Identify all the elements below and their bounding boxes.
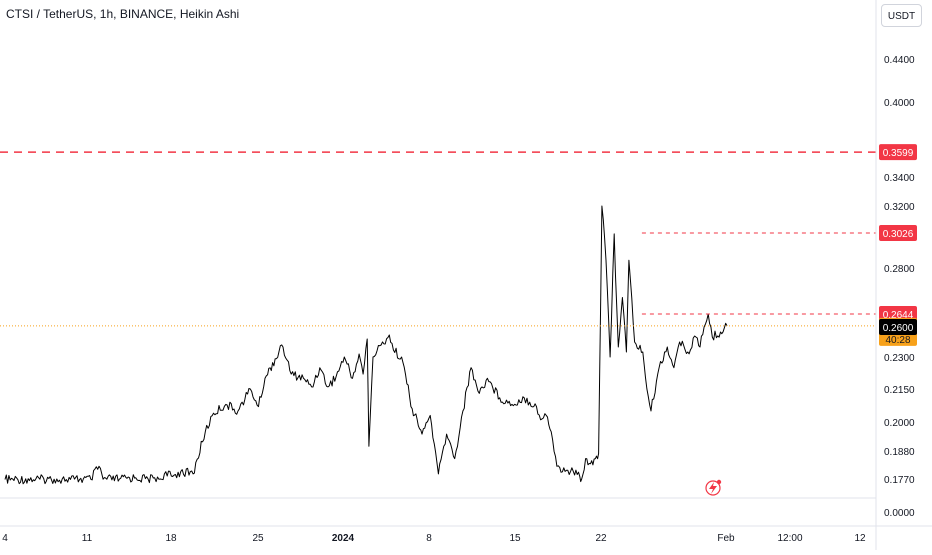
time-tick-label: 11 [82, 533, 93, 544]
price-tick-label: 0.2300 [884, 353, 915, 364]
price-tick-label: 0.0000 [884, 508, 915, 519]
price-axis[interactable]: 0.4400 0.4000 0.3400 0.3200 0.2800 0.2300 0.21… [875, 0, 915, 550]
price-series-line [4, 205, 728, 485]
price-tick-label: 0.4000 [884, 98, 915, 109]
time-tick-label: 8 [426, 533, 432, 544]
price-badge-line-2-label: 0.3026 [883, 229, 914, 240]
currency-button[interactable]: USDT [881, 4, 922, 27]
countdown-label: 40:28 [885, 335, 910, 346]
last-price-badge-label: 0.2600 [883, 323, 914, 334]
price-badge-line-1 [879, 144, 917, 161]
price-tick-label: 0.1770 [884, 475, 915, 486]
price-tick-label: 0.4400 [884, 55, 915, 66]
time-tick-label: 12:00 [777, 533, 802, 544]
time-tick-label: 22 [595, 533, 607, 544]
price-tick-label: 0.3400 [884, 173, 915, 184]
time-tick-label: 18 [165, 533, 177, 544]
chart-title: CTSI / TetherUS, 1h, BINANCE, Heikin Ash… [6, 7, 240, 21]
lightning-badge-icon[interactable] [705, 479, 722, 496]
price-tick-label: 0.2150 [884, 385, 915, 396]
time-axis[interactable]: 4 11 18 25 2024 8 15 22 Feb 12:00 12 [0, 497, 932, 544]
price-tick-label: 0.1880 [884, 447, 915, 458]
price-tick-label: 0.2800 [884, 264, 915, 275]
horizontal-lines [0, 151, 876, 327]
price-badge-line-2 [879, 224, 917, 241]
time-tick-label: 12 [854, 533, 866, 544]
lightning-glyph [709, 482, 717, 494]
price-badge-line-3-label: 0.2644 [883, 310, 914, 321]
price-badge-line-1-label: 0.3599 [883, 148, 914, 159]
price-tick-label: 0.3200 [884, 202, 915, 213]
plot-area[interactable] [4, 205, 728, 485]
time-tick-label: 2024 [332, 533, 355, 544]
time-tick-label: 15 [509, 533, 521, 544]
time-tick-label: 4 [2, 533, 8, 544]
notification-dot [716, 479, 722, 485]
time-tick-label: 25 [252, 533, 264, 544]
time-tick-label: Feb [717, 533, 735, 544]
last-price-badge [879, 319, 917, 335]
price-tick-label: 0.2000 [884, 418, 915, 429]
